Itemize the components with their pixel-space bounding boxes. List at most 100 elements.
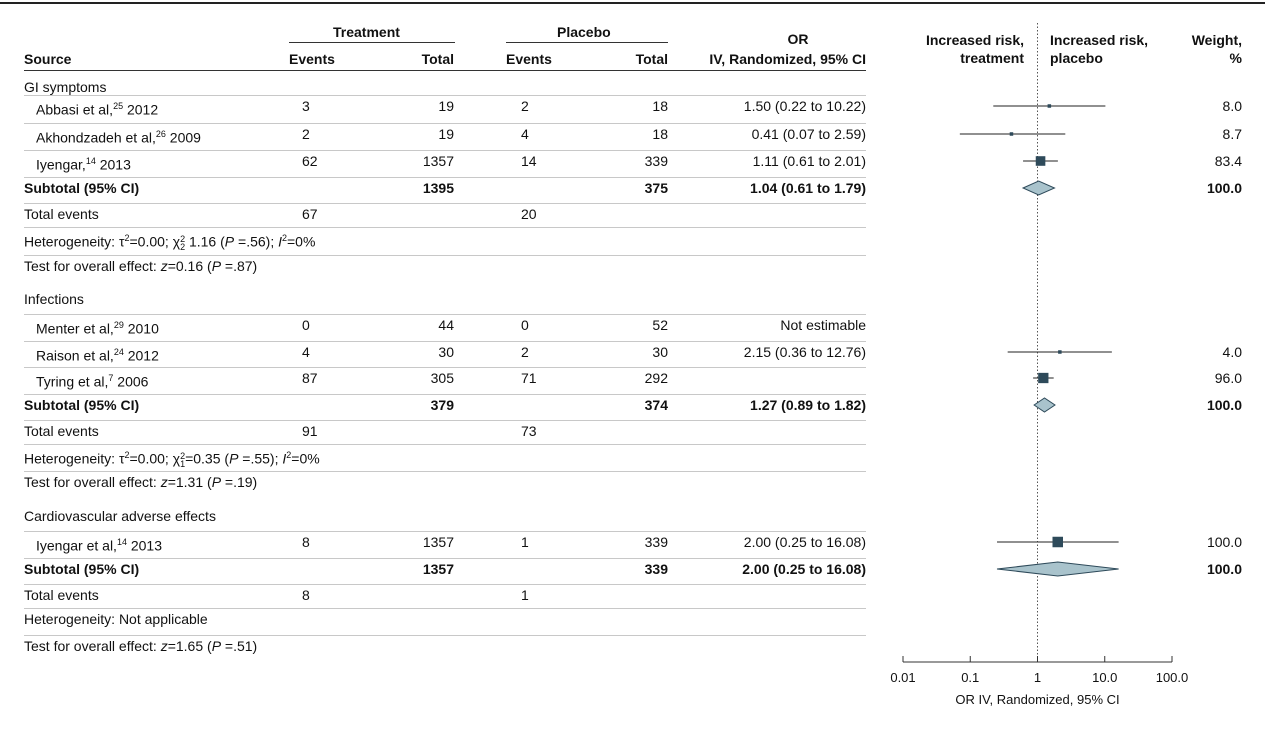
overall-effect-test: Test for overall effect: z=1.31 (P =.19) — [24, 473, 257, 491]
treatment-total: 305 — [430, 370, 454, 386]
row-divider — [24, 444, 866, 445]
study-source: Iyengar et al,14 2013 — [36, 533, 162, 555]
het-chi-sup: 2 — [180, 450, 186, 461]
het-i: I — [278, 233, 282, 250]
study-year: 2006 — [113, 373, 149, 390]
x-tick-label: 0.1 — [961, 670, 979, 685]
treatment-events: 8 — [302, 587, 310, 603]
het-i-sup: 2 — [281, 233, 287, 243]
treatment-events: 8 — [302, 534, 310, 550]
study-year: 2010 — [123, 320, 159, 337]
treatment-events: 3 — [302, 98, 310, 114]
odds-ratio-ci: 1.50 (0.22 to 10.22) — [743, 98, 866, 114]
test-label: Test for overall effect: — [24, 258, 161, 274]
study-ref: 24 — [113, 347, 124, 357]
test-z: z — [160, 258, 168, 274]
treatment-total: 1357 — [422, 534, 454, 550]
x-tick-label: 1 — [1034, 670, 1041, 685]
treatment-header: Treatment — [333, 24, 400, 40]
placebo-events: 1 — [521, 587, 529, 603]
treatment-total-header: Total — [421, 51, 454, 67]
weight-percent: 100.0 — [1206, 561, 1242, 577]
row-divider — [24, 608, 866, 609]
pooled-estimate-diamond — [1033, 397, 1056, 413]
placebo-total: 18 — [652, 126, 668, 142]
or-header-line1: OR — [787, 31, 809, 47]
treatment-events: 0 — [302, 317, 310, 333]
placebo-events: 2 — [521, 344, 529, 360]
increased-risk-placebo-header-2: placebo — [1050, 50, 1103, 66]
placebo-total: 339 — [644, 561, 668, 577]
het-i-value: =0% — [291, 450, 320, 467]
pooled-estimate-diamond — [1021, 180, 1056, 196]
het-chi-sub: 1 — [180, 458, 186, 469]
het-chi: =0.00; χ — [129, 450, 181, 467]
study-source: Tyring et al,7 2006 — [36, 369, 148, 391]
treatment-total: 379 — [430, 397, 454, 413]
top-rule — [0, 2, 1265, 4]
row-divider — [24, 471, 866, 472]
odds-ratio-ci: 1.04 (0.61 to 1.79) — [750, 180, 866, 196]
het-tau-sup: 2 — [124, 233, 130, 243]
row-divider — [24, 123, 866, 124]
odds-ratio-ci: 2.15 (0.36 to 12.76) — [743, 344, 866, 360]
x-tick-label: 0.01 — [890, 670, 915, 685]
het-p-value: =.55); — [238, 450, 283, 467]
odds-ratio-ci: 0.41 (0.07 to 2.59) — [751, 126, 866, 142]
treatment-total: 19 — [438, 126, 454, 142]
weight-percent: 96.0 — [1214, 370, 1242, 386]
study-year: 2013 — [95, 156, 131, 173]
placebo-total: 339 — [644, 534, 668, 550]
events-label: Total events — [24, 423, 99, 439]
placebo-header-rule — [506, 42, 668, 43]
increased-risk-treatment-header-1: Increased risk, — [925, 32, 1024, 48]
weight-percent: 4.0 — [1222, 344, 1242, 360]
test-p-value: =.87) — [221, 258, 258, 274]
weight-header-2: % — [1229, 50, 1242, 66]
group-label: GI symptoms — [24, 79, 107, 95]
events-label: Total events — [24, 206, 99, 222]
het-p-value: =.56); — [234, 233, 279, 250]
point-estimate-marker — [1038, 372, 1049, 384]
odds-ratio-ci: 1.27 (0.89 to 1.82) — [750, 397, 866, 413]
placebo-total: 52 — [652, 317, 668, 333]
study-ref: 7 — [108, 373, 114, 383]
row-divider — [24, 558, 866, 559]
heterogeneity-text: Heterogeneity: τ2=0.00; χ 2 1 =0.35 (P =.55… — [24, 446, 320, 468]
placebo-total: 18 — [652, 98, 668, 114]
het-i-sup: 2 — [286, 450, 292, 460]
placebo-events: 20 — [521, 206, 537, 222]
point-estimate-marker — [1035, 156, 1046, 166]
placebo-events: 14 — [521, 153, 537, 169]
study-authors: Akhondzadeh et al, — [36, 129, 156, 146]
weight-percent: 8.7 — [1222, 126, 1242, 142]
point-estimate-marker — [1047, 104, 1052, 108]
events-label: Total events — [24, 587, 99, 603]
placebo-events: 4 — [521, 126, 529, 142]
study-ref: 25 — [113, 101, 124, 111]
row-divider — [24, 150, 866, 151]
row-divider — [24, 584, 866, 585]
treatment-total: 44 — [438, 317, 454, 333]
weight-header-1: Weight, — [1191, 32, 1242, 48]
or-header-line2: IV, Randomized, 95% CI — [709, 51, 866, 67]
odds-ratio-ci: 2.00 (0.25 to 16.08) — [742, 561, 866, 577]
study-authors: Abbasi et al, — [36, 101, 114, 118]
row-divider — [24, 95, 866, 96]
row-divider — [24, 314, 866, 315]
test-p: P — [211, 474, 222, 490]
placebo-total: 374 — [644, 397, 668, 413]
test-p-value: =.51) — [221, 638, 258, 654]
row-divider — [24, 394, 866, 395]
treatment-total: 30 — [438, 344, 454, 360]
row-divider — [24, 203, 866, 204]
treatment-total: 19 — [438, 98, 454, 114]
het-i-value: =0% — [287, 233, 316, 250]
study-ref: 26 — [155, 129, 166, 139]
het-chi: =0.00; χ — [129, 233, 181, 250]
weight-percent: 100.0 — [1206, 534, 1242, 550]
treatment-events: 87 — [302, 370, 318, 386]
